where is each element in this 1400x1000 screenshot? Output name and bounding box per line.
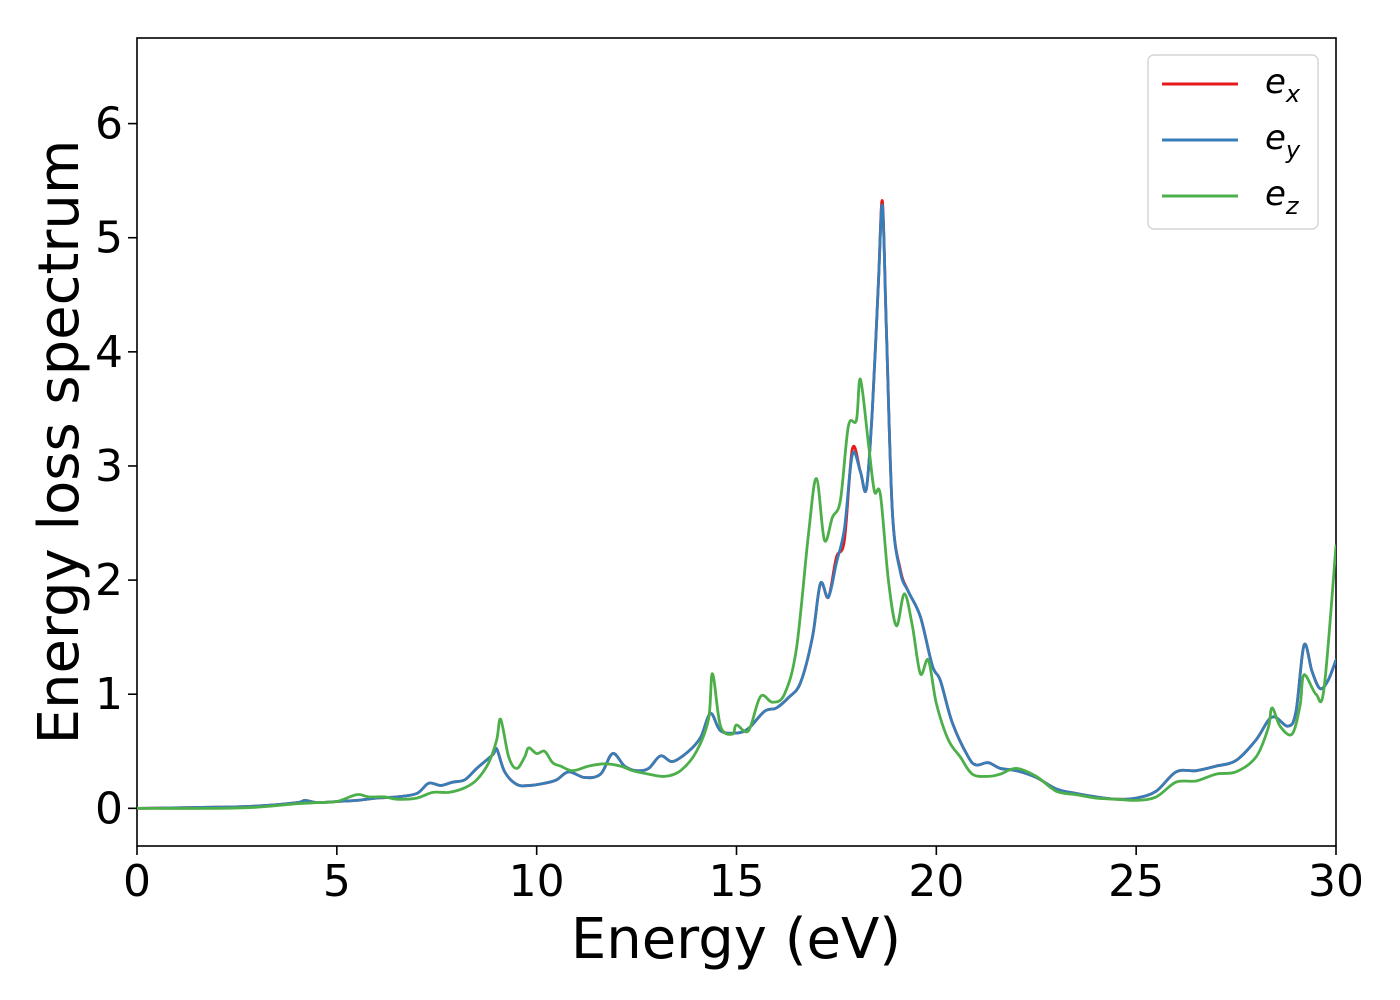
legend-label-z: ez bbox=[1265, 174, 1300, 220]
series-layer bbox=[137, 199, 1336, 810]
y-axis: 0 1 2 3 4 5 6 bbox=[95, 99, 137, 834]
y-tick-label: 3 bbox=[95, 441, 123, 492]
y-tick-label: 0 bbox=[95, 783, 123, 834]
y-axis-label: Energy loss spectrum bbox=[27, 140, 92, 745]
plot-area-frame bbox=[136, 37, 1337, 847]
legend-frame bbox=[1147, 54, 1319, 230]
legend-label-y: ey bbox=[1265, 118, 1301, 164]
x-tick-label: 0 bbox=[123, 856, 151, 907]
y-tick-label: 4 bbox=[95, 327, 123, 378]
x-tick-label: 10 bbox=[509, 856, 565, 907]
y-tick-label: 2 bbox=[95, 555, 123, 606]
x-axis: 0 5 10 15 20 25 30 bbox=[123, 846, 1364, 907]
y-tick-label: 6 bbox=[95, 99, 123, 150]
x-tick-label: 25 bbox=[1108, 856, 1164, 907]
x-tick-label: 30 bbox=[1308, 856, 1364, 907]
legend-label-x: ex bbox=[1265, 62, 1301, 108]
legend: ex ey ez bbox=[1147, 54, 1319, 230]
series-line-z bbox=[137, 377, 1336, 810]
y-tick-label: 1 bbox=[95, 669, 123, 720]
y-tick-label: 5 bbox=[95, 213, 123, 264]
x-tick-label: 5 bbox=[323, 856, 351, 907]
x-axis-label: Energy (eV) bbox=[571, 907, 901, 972]
x-tick-label: 15 bbox=[709, 856, 765, 907]
x-tick-label: 20 bbox=[908, 856, 964, 907]
